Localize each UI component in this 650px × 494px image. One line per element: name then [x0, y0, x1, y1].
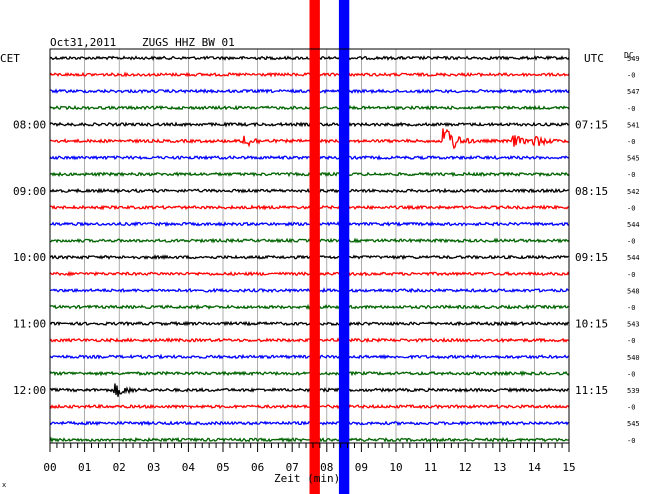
- x-tick-label: 05: [216, 461, 229, 474]
- dc-offset-label: -0: [627, 337, 635, 345]
- dc-offset-label: -0: [627, 105, 635, 113]
- x-tick-label: 13: [493, 461, 506, 474]
- chart-date: Oct31,2011: [50, 36, 116, 49]
- dc-offset-header: DC: [624, 51, 634, 60]
- x-tick-label: 06: [251, 461, 264, 474]
- dc-offset-label: -0: [627, 404, 635, 412]
- dc-offset-label: 540: [627, 354, 640, 362]
- dc-offset-label: 548: [627, 287, 640, 295]
- dc-offset-label: -0: [627, 204, 635, 212]
- x-tick-label: 15: [562, 461, 575, 474]
- dc-offset-label: 542: [627, 188, 640, 196]
- cet-hour-label: 08:00: [13, 118, 46, 131]
- chart-station: ZUGS HHZ BW 01: [142, 36, 235, 49]
- left-timezone-label: CET: [0, 52, 20, 65]
- utc-hour-label: 08:15: [575, 185, 608, 198]
- dc-offset-label: -0: [627, 271, 635, 279]
- x-tick-label: 12: [459, 461, 472, 474]
- cet-hour-label: 11:00: [13, 318, 46, 331]
- saturation-band: [309, 0, 320, 494]
- cet-hour-label: 09:00: [13, 185, 46, 198]
- x-tick-label: 08: [320, 461, 333, 474]
- x-tick-label: 07: [286, 461, 299, 474]
- dc-offset-label: 544: [627, 221, 640, 229]
- dc-offset-label: 541: [627, 121, 640, 129]
- x-tick-label: 02: [113, 461, 126, 474]
- dc-offset-label: 549: [627, 55, 640, 63]
- x-tick-label: 09: [355, 461, 368, 474]
- saturation-bands: [309, 0, 350, 494]
- dc-offset-label: 539: [627, 387, 640, 395]
- x-tick-label: 03: [147, 461, 160, 474]
- x-tick-label: 01: [78, 461, 91, 474]
- dc-offset-label: -0: [627, 72, 635, 80]
- utc-hour-label: 09:15: [575, 251, 608, 264]
- dc-offset-label: -0: [627, 304, 635, 312]
- utc-hour-label: 10:15: [575, 318, 608, 331]
- dc-offset-label: -0: [627, 171, 635, 179]
- cet-hour-label: 10:00: [13, 251, 46, 264]
- dc-offset-label: 545: [627, 155, 640, 163]
- x-tick-label: 10: [389, 461, 402, 474]
- dc-offset-label: -0: [627, 370, 635, 378]
- x-tick-label: 14: [528, 461, 542, 474]
- x-tick-label: 04: [182, 461, 196, 474]
- corner-mark: x: [2, 481, 6, 489]
- dc-offset-label: -0: [627, 138, 635, 146]
- saturation-band: [338, 0, 350, 494]
- dc-offset-label: 547: [627, 88, 640, 96]
- utc-hour-label: 11:15: [575, 384, 608, 397]
- dc-offset-label: 543: [627, 321, 640, 329]
- dc-offset-label: -0: [627, 437, 635, 445]
- dc-offset-label: 544: [627, 254, 640, 262]
- right-timezone-label: UTC: [584, 52, 604, 65]
- x-tick-label: 00: [43, 461, 56, 474]
- dc-offset-label: 545: [627, 420, 640, 428]
- x-axis-title: Zeit (min): [274, 472, 340, 485]
- dc-offset-label: -0: [627, 238, 635, 246]
- utc-hour-label: 07:15: [575, 118, 608, 131]
- cet-hour-label: 12:00: [13, 384, 46, 397]
- grid-lines: [49, 49, 570, 443]
- axis-labels: 00 01 02 03 04 05 06 07 08 09 10 11 12 13 14 15 08:00 09:…: [13, 55, 640, 474]
- x-tick-label: 11: [424, 461, 437, 474]
